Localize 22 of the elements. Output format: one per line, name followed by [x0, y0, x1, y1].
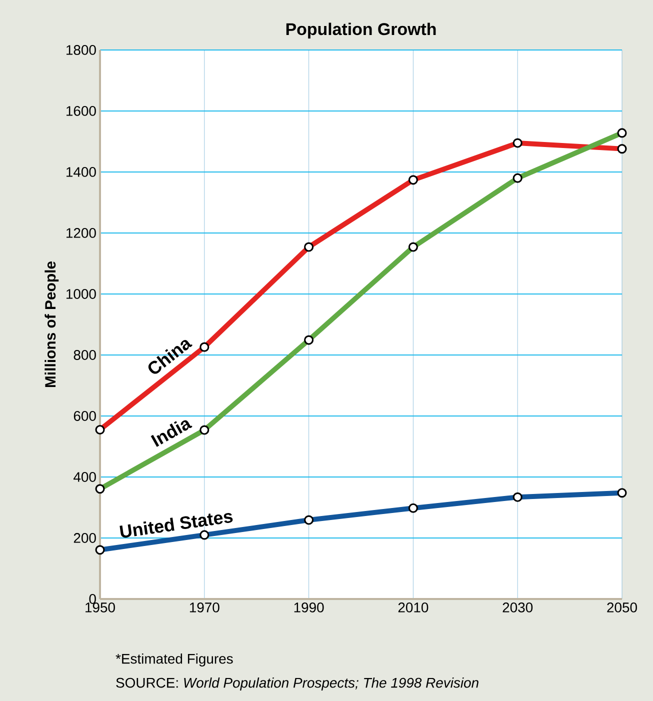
y-tick-label: 1000: [66, 289, 96, 299]
x-tick-label: 2030: [502, 602, 533, 612]
text: United States: [120, 513, 233, 538]
x-tick-label: 2050: [607, 602, 637, 612]
y-tick-label: 200: [74, 533, 96, 543]
x-tick-label: 2010: [398, 602, 428, 612]
y-axis-title: Millions of People: [44, 261, 59, 388]
source-note: SOURCE: World Population Prospects; The 1998 Revision: [116, 677, 478, 690]
x-tick-label: 1950: [86, 602, 115, 612]
y-tick-label: 1200: [66, 228, 96, 238]
y-tick-label: 600: [74, 411, 96, 421]
y-tick-label: 800: [74, 350, 96, 360]
y-tick-label: 1400: [66, 167, 96, 177]
text: India: [150, 420, 192, 447]
y-tick-label: 400: [74, 472, 96, 482]
x-tick-label: 1990: [294, 602, 324, 612]
y-tick-label: 1600: [66, 106, 96, 116]
chart-title: Population Growth: [286, 22, 436, 38]
text: *Estimated Figures: [116, 653, 233, 666]
y-tick-label: 1800: [66, 45, 96, 55]
y-tick-label: 0: [89, 594, 96, 604]
x-tick-label: 1970: [190, 602, 220, 612]
